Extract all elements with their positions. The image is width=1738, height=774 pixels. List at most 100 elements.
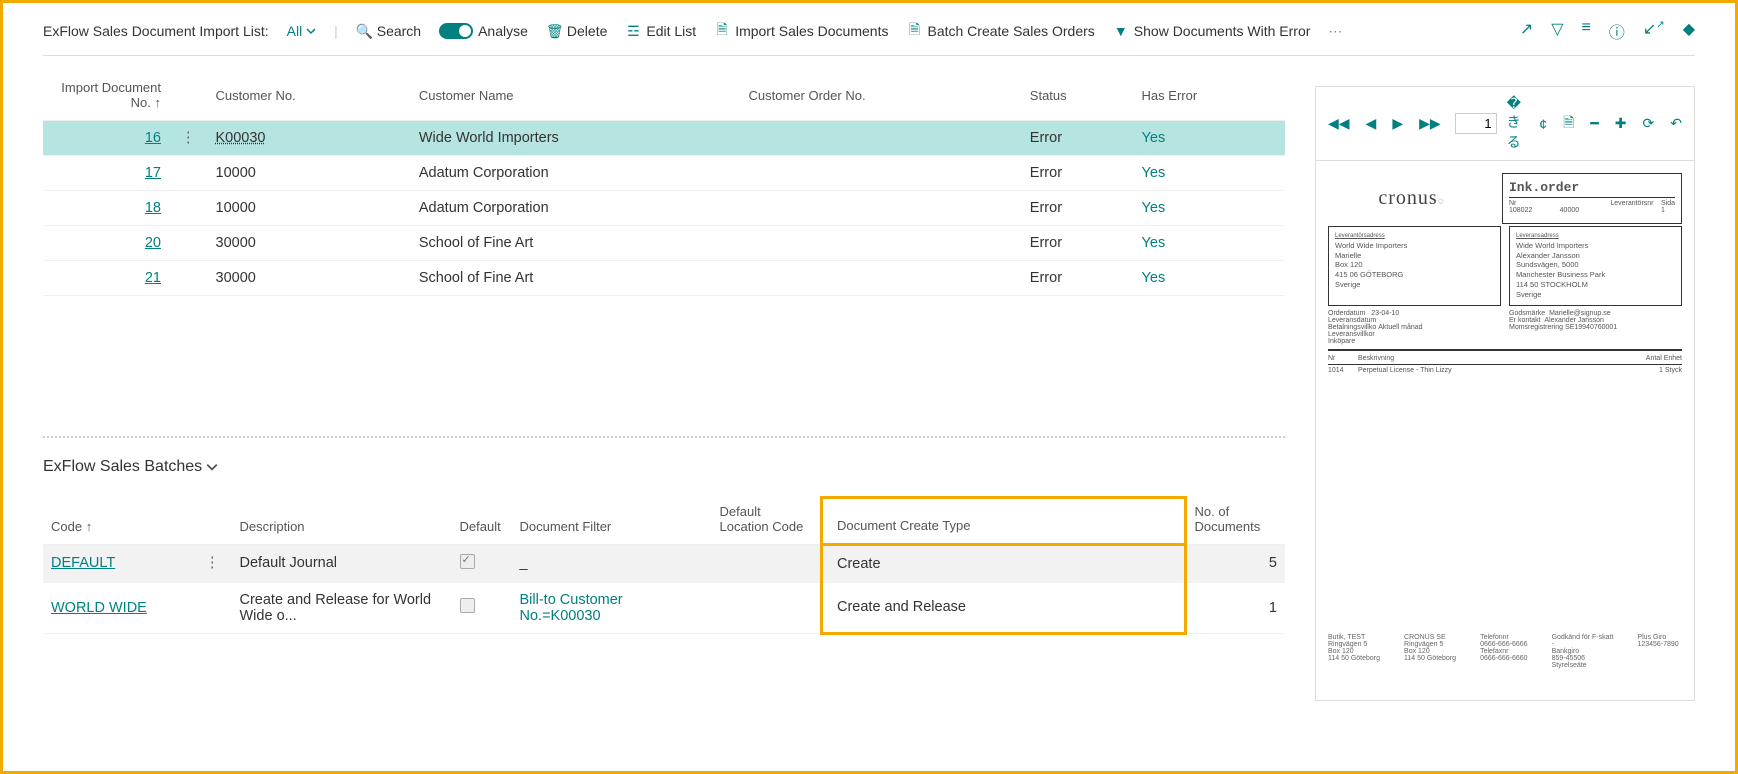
refresh-icon[interactable]: ⟳ bbox=[1637, 111, 1661, 136]
cell-orderno bbox=[741, 226, 1022, 261]
cell-orderno bbox=[741, 191, 1022, 226]
toggle-icon bbox=[439, 23, 473, 39]
cell-default bbox=[452, 582, 512, 633]
col-filter[interactable]: Document Filter bbox=[512, 498, 712, 545]
cell-haserror[interactable]: Yes bbox=[1134, 226, 1285, 261]
batch-icon: 🗎 bbox=[906, 19, 922, 43]
docno-link[interactable]: 18 bbox=[145, 200, 161, 216]
cell-orderno bbox=[741, 156, 1022, 191]
batch-create-button[interactable]: 🗎 Batch Create Sales Orders bbox=[906, 19, 1094, 43]
col-code[interactable]: Code ↑ bbox=[43, 498, 193, 545]
cell-createtype: Create bbox=[822, 544, 1186, 582]
row-actions-icon[interactable]: ⋮ bbox=[177, 130, 200, 146]
batch-code-link[interactable]: WORLD WIDE bbox=[51, 600, 147, 616]
first-page-icon[interactable]: ◀◀ bbox=[1322, 111, 1356, 136]
preview-logo: cronus bbox=[1378, 187, 1437, 209]
section-divider bbox=[43, 436, 1285, 438]
delete-button[interactable]: 🗑 Delete bbox=[546, 23, 607, 40]
cell-loc bbox=[712, 582, 822, 633]
docno-link[interactable]: 20 bbox=[145, 235, 161, 251]
table-row[interactable]: 21 30000 School of Fine Art Error Yes bbox=[43, 261, 1285, 296]
import-documents-button[interactable]: 🗎 Import Sales Documents bbox=[714, 19, 888, 43]
cell-haserror[interactable]: Yes bbox=[1134, 121, 1285, 156]
next-page-icon[interactable]: ▶ bbox=[1386, 111, 1409, 136]
cell-status: Error bbox=[1022, 261, 1134, 296]
batches-section-header[interactable]: ExFlow Sales Batches bbox=[43, 452, 218, 488]
edit-list-button[interactable]: ☲ Edit List bbox=[625, 23, 696, 40]
zoom-in-icon[interactable]: ✚ bbox=[1609, 111, 1633, 136]
cell-custno: 30000 bbox=[208, 226, 411, 261]
search-button[interactable]: 🔍 Search bbox=[356, 23, 421, 40]
table-row[interactable]: DEFAULT ⋮ Default Journal _ Create 5 bbox=[43, 544, 1285, 582]
col-custname[interactable]: Customer Name bbox=[411, 74, 741, 121]
table-row[interactable]: 20 30000 School of Fine Art Error Yes bbox=[43, 226, 1285, 261]
filter-pane-icon[interactable]: ▽ bbox=[1551, 19, 1563, 43]
cell-haserror[interactable]: Yes bbox=[1134, 156, 1285, 191]
cell-status: Error bbox=[1022, 121, 1134, 156]
analyse-toggle[interactable]: Analyse bbox=[439, 23, 528, 39]
cell-desc: Default Journal bbox=[232, 544, 452, 582]
preview-doc-title: Ink.order bbox=[1509, 180, 1675, 195]
rotate-icon[interactable]: ¢ bbox=[1533, 112, 1553, 136]
col-custno[interactable]: Customer No. bbox=[208, 74, 411, 121]
cell-count: 1 bbox=[1185, 582, 1285, 633]
view-filter-dropdown[interactable]: All bbox=[287, 23, 316, 39]
table-row[interactable]: 18 10000 Adatum Corporation Error Yes bbox=[43, 191, 1285, 226]
more-actions-button[interactable]: ⋯ bbox=[1328, 23, 1342, 40]
page-number-input[interactable] bbox=[1455, 113, 1497, 134]
cell-createtype: Create and Release bbox=[822, 582, 1186, 633]
chevron-down-icon bbox=[306, 26, 316, 36]
share-icon[interactable]: ↗ bbox=[1520, 19, 1533, 43]
cell-orderno bbox=[741, 121, 1022, 156]
col-loc[interactable]: Default Location Code bbox=[712, 498, 822, 545]
last-page-icon[interactable]: ▶▶ bbox=[1413, 111, 1447, 136]
row-actions-icon[interactable]: ⋮ bbox=[201, 555, 224, 571]
prev-page-icon[interactable]: ◀ bbox=[1360, 111, 1383, 136]
export-icon[interactable]: 🗎 bbox=[1557, 108, 1580, 140]
cell-loc bbox=[712, 544, 822, 582]
collapse-icon[interactable]: ↙↗ bbox=[1643, 19, 1665, 43]
list-view-icon[interactable]: ≡ bbox=[1582, 19, 1591, 43]
batches-table: Code ↑ Description Default Document Filt… bbox=[43, 496, 1285, 635]
cell-custno: 10000 bbox=[208, 156, 411, 191]
trash-icon: 🗑 bbox=[546, 23, 562, 40]
col-count[interactable]: No. of Documents bbox=[1185, 498, 1285, 545]
zoom-fit-icon[interactable]: �きる bbox=[1501, 91, 1530, 156]
docno-link[interactable]: 17 bbox=[145, 165, 161, 181]
cell-filter[interactable]: Bill-to Customer No.=K00030 bbox=[512, 582, 712, 633]
docno-link[interactable]: 16 bbox=[145, 130, 161, 146]
undo-icon[interactable]: ↶ bbox=[1664, 111, 1688, 136]
cell-status: Error bbox=[1022, 226, 1134, 261]
cell-custname: School of Fine Art bbox=[411, 226, 741, 261]
show-errors-button[interactable]: ▼ Show Documents With Error bbox=[1113, 23, 1311, 39]
table-row[interactable]: 16 ⋮ K00030 Wide World Importers Error Y… bbox=[43, 121, 1285, 156]
toolbar-right-icons: ↗ ▽ ≡ ⓘ ↙↗ ◆ bbox=[1520, 19, 1695, 43]
checkbox-icon bbox=[460, 598, 475, 613]
col-orderno[interactable]: Customer Order No. bbox=[741, 74, 1022, 121]
docno-link[interactable]: 21 bbox=[145, 270, 161, 286]
batch-code-link[interactable]: DEFAULT bbox=[51, 555, 115, 571]
cell-status: Error bbox=[1022, 156, 1134, 191]
col-status[interactable]: Status bbox=[1022, 74, 1134, 121]
col-desc[interactable]: Description bbox=[232, 498, 452, 545]
cell-haserror[interactable]: Yes bbox=[1134, 191, 1285, 226]
chevron-down-icon bbox=[206, 461, 218, 473]
cell-custname: Adatum Corporation bbox=[411, 156, 741, 191]
table-row[interactable]: WORLD WIDE Create and Release for World … bbox=[43, 582, 1285, 633]
col-default[interactable]: Default bbox=[452, 498, 512, 545]
bookmark-icon[interactable]: ◆ bbox=[1683, 19, 1695, 43]
col-docno[interactable]: Import Document No. ↑ bbox=[43, 74, 169, 121]
table-row[interactable]: 17 10000 Adatum Corporation Error Yes bbox=[43, 156, 1285, 191]
col-haserror[interactable]: Has Error bbox=[1134, 74, 1285, 121]
action-bar: ExFlow Sales Document Import List: All |… bbox=[43, 13, 1695, 56]
info-icon[interactable]: ⓘ bbox=[1609, 19, 1625, 43]
zoom-out-icon[interactable]: ━ bbox=[1584, 111, 1604, 136]
search-icon: 🔍 bbox=[356, 23, 372, 40]
col-createtype[interactable]: Document Create Type bbox=[822, 498, 1186, 545]
cell-desc: Create and Release for World Wide o... bbox=[232, 582, 452, 633]
cell-status: Error bbox=[1022, 191, 1134, 226]
import-documents-table: Import Document No. ↑ Customer No. Custo… bbox=[43, 74, 1285, 296]
edit-list-icon: ☲ bbox=[625, 23, 641, 40]
cell-haserror[interactable]: Yes bbox=[1134, 261, 1285, 296]
document-preview: cronus◌ Ink.order Nr108022 40000 Leveran… bbox=[1315, 161, 1695, 701]
